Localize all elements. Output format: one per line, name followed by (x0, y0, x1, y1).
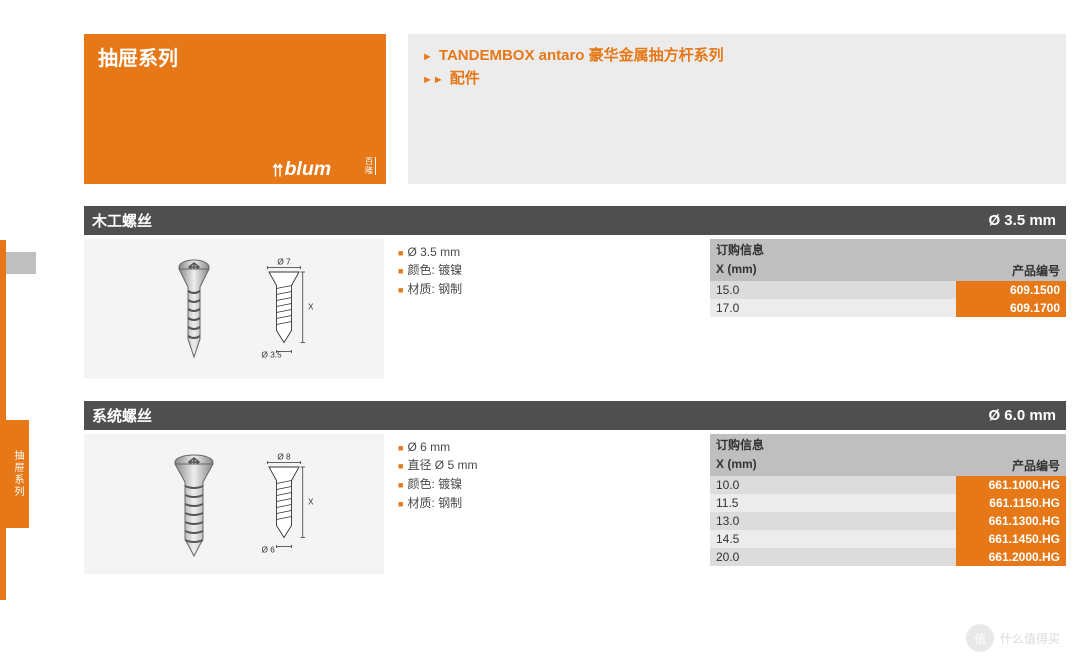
order-x-value: 17.0 (710, 299, 956, 317)
order-part-number: 661.1300.HG (956, 512, 1066, 530)
product-image-box: Ø 8 X Ø 6 (84, 434, 384, 574)
header-left-panel: 抽屉系列 blum 百 隆 (84, 34, 386, 184)
spec-text: Ø 3.5 mm (407, 245, 460, 259)
spec-line: ■材质: 钢制 (398, 494, 702, 511)
svg-text:Ø 7: Ø 7 (277, 257, 291, 266)
spec-list: ■Ø 3.5 mm ■颜色: 镀镍 ■材质: 钢制 (392, 239, 702, 379)
screw-diagram-icon: Ø 8 X Ø 6 (254, 452, 314, 557)
order-info: 订购信息 X (mm) 产品编号 10.0 661.1000.HG 11.5 6… (710, 434, 1066, 574)
order-row: 11.5 661.1150.HG (710, 494, 1066, 512)
spec-text: Ø 6 mm (407, 440, 450, 454)
order-row: 10.0 661.1000.HG (710, 476, 1066, 494)
order-x-value: 13.0 (710, 512, 956, 530)
order-x-value: 14.5 (710, 530, 956, 548)
order-table-head: X (mm) 产品编号 (710, 455, 1066, 476)
watermark-text: 什么值得买 (1000, 630, 1060, 647)
spec-text: 材质: 钢制 (407, 282, 462, 296)
spec-line: ■Ø 3.5 mm (398, 245, 702, 259)
spec-text: 直径 Ø 5 mm (407, 458, 477, 472)
order-part-number: 661.1000.HG (956, 476, 1066, 494)
col-pn-header: 产品编号 (956, 260, 1066, 281)
order-info-title: 订购信息 (710, 239, 1066, 260)
blum-logo-icon: blum (271, 154, 361, 178)
order-info-title: 订购信息 (710, 434, 1066, 455)
spec-text: 颜色: 镀镍 (407, 263, 462, 277)
section-title-bar: 木工螺丝 Ø 3.5 mm (84, 206, 1066, 235)
order-row: 15.0 609.1500 (710, 281, 1066, 299)
section-title-bar: 系统螺丝 Ø 6.0 mm (84, 401, 1066, 430)
order-row: 20.0 661.2000.HG (710, 548, 1066, 566)
spec-line: ■Ø 6 mm (398, 440, 702, 454)
order-x-value: 11.5 (710, 494, 956, 512)
order-part-number: 661.2000.HG (956, 548, 1066, 566)
watermark: 值 什么值得买 (966, 624, 1060, 652)
screw-photo-icon (154, 249, 234, 369)
section-diameter: Ø 6.0 mm (988, 407, 1056, 424)
order-row: 13.0 661.1300.HG (710, 512, 1066, 530)
order-x-value: 10.0 (710, 476, 956, 494)
breadcrumb-line-1: ►TANDEMBOX antaro 豪华金属抽方杆系列 (422, 44, 1052, 65)
brand-logo: blum 百 隆 (271, 154, 376, 178)
watermark-icon: 值 (966, 624, 994, 652)
col-pn-header: 产品编号 (956, 455, 1066, 476)
spec-list: ■Ø 6 mm ■直径 Ø 5 mm ■颜色: 镀镍 ■材质: 钢制 (392, 434, 702, 574)
svg-text:X: X (308, 497, 314, 506)
section-diameter: Ø 3.5 mm (988, 212, 1056, 229)
section-body: Ø 8 X Ø 6 ■Ø 6 mm ■直径 Ø 5 mm ■颜色: 镀镍 ■材质: 钢… (84, 434, 1066, 574)
spec-text: 材质: 钢制 (407, 496, 462, 510)
col-x-header: X (mm) (710, 260, 956, 281)
svg-text:Ø 6: Ø 6 (262, 545, 276, 554)
svg-text:X: X (308, 302, 314, 311)
svg-text:Ø 8: Ø 8 (277, 452, 291, 461)
header-row: 抽屉系列 blum 百 隆 ►TANDEMBOX antaro 豪华金属抽方杆系… (84, 34, 1066, 184)
breadcrumb-line-2: ►►配件 (422, 67, 1052, 88)
logo-cn-bot: 隆 (365, 166, 373, 175)
section-title: 系统螺丝 (92, 405, 152, 426)
spec-text: 颜色: 镀镍 (407, 477, 462, 491)
col-x-header: X (mm) (710, 455, 956, 476)
spec-line: ■直径 Ø 5 mm (398, 456, 702, 473)
page-title: 抽屉系列 (98, 42, 372, 71)
svg-text:blum: blum (285, 158, 332, 178)
spec-line: ■材质: 钢制 (398, 280, 702, 297)
order-part-number: 661.1450.HG (956, 530, 1066, 548)
breadcrumb-1-text: TANDEMBOX antaro 豪华金属抽方杆系列 (439, 47, 724, 64)
order-part-number: 609.1700 (956, 299, 1066, 317)
order-row: 14.5 661.1450.HG (710, 530, 1066, 548)
header-right-panel: ►TANDEMBOX antaro 豪华金属抽方杆系列 ►►配件 (408, 34, 1066, 184)
spec-line: ■颜色: 镀镍 (398, 261, 702, 278)
order-part-number: 609.1500 (956, 281, 1066, 299)
spec-line: ■颜色: 镀镍 (398, 475, 702, 492)
order-x-value: 15.0 (710, 281, 956, 299)
logo-cn-top: 百 (365, 157, 373, 166)
section-body: Ø 7 X Ø 3.5 ■Ø 3.5 mm ■颜色: 镀镍 ■材质: 钢制 订购信息… (84, 239, 1066, 379)
logo-chinese: 百 隆 (365, 157, 376, 175)
screw-photo-icon (154, 444, 234, 564)
breadcrumb-2-text: 配件 (450, 70, 480, 87)
order-x-value: 20.0 (710, 548, 956, 566)
order-part-number: 661.1150.HG (956, 494, 1066, 512)
screw-diagram-icon: Ø 7 X Ø 3.5 (254, 257, 314, 362)
order-info: 订购信息 X (mm) 产品编号 15.0 609.1500 17.0 609.… (710, 239, 1066, 379)
product-section: 系统螺丝 Ø 6.0 mm Ø 8 X Ø 6 ■Ø 6 mm ■直径 Ø 5 m… (84, 401, 1066, 574)
product-section: 木工螺丝 Ø 3.5 mm Ø 7 X Ø 3.5 ■Ø 3.5 mm ■颜色: … (84, 206, 1066, 379)
order-row: 17.0 609.1700 (710, 299, 1066, 317)
order-table-head: X (mm) 产品编号 (710, 260, 1066, 281)
section-title: 木工螺丝 (92, 210, 152, 231)
product-image-box: Ø 7 X Ø 3.5 (84, 239, 384, 379)
